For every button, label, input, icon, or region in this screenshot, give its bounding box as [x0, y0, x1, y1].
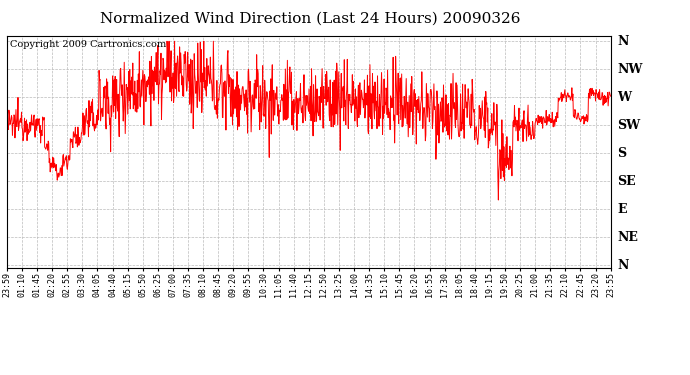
- Text: E: E: [618, 203, 627, 216]
- Text: SW: SW: [618, 119, 641, 132]
- Text: NE: NE: [618, 231, 638, 244]
- Text: N: N: [618, 35, 629, 48]
- Text: SE: SE: [618, 175, 636, 188]
- Text: W: W: [618, 91, 631, 104]
- Text: N: N: [618, 259, 629, 272]
- Text: Normalized Wind Direction (Last 24 Hours) 20090326: Normalized Wind Direction (Last 24 Hours…: [100, 11, 521, 25]
- Text: NW: NW: [618, 63, 643, 76]
- Text: S: S: [618, 147, 627, 160]
- Text: Copyright 2009 Cartronics.com: Copyright 2009 Cartronics.com: [10, 40, 166, 49]
